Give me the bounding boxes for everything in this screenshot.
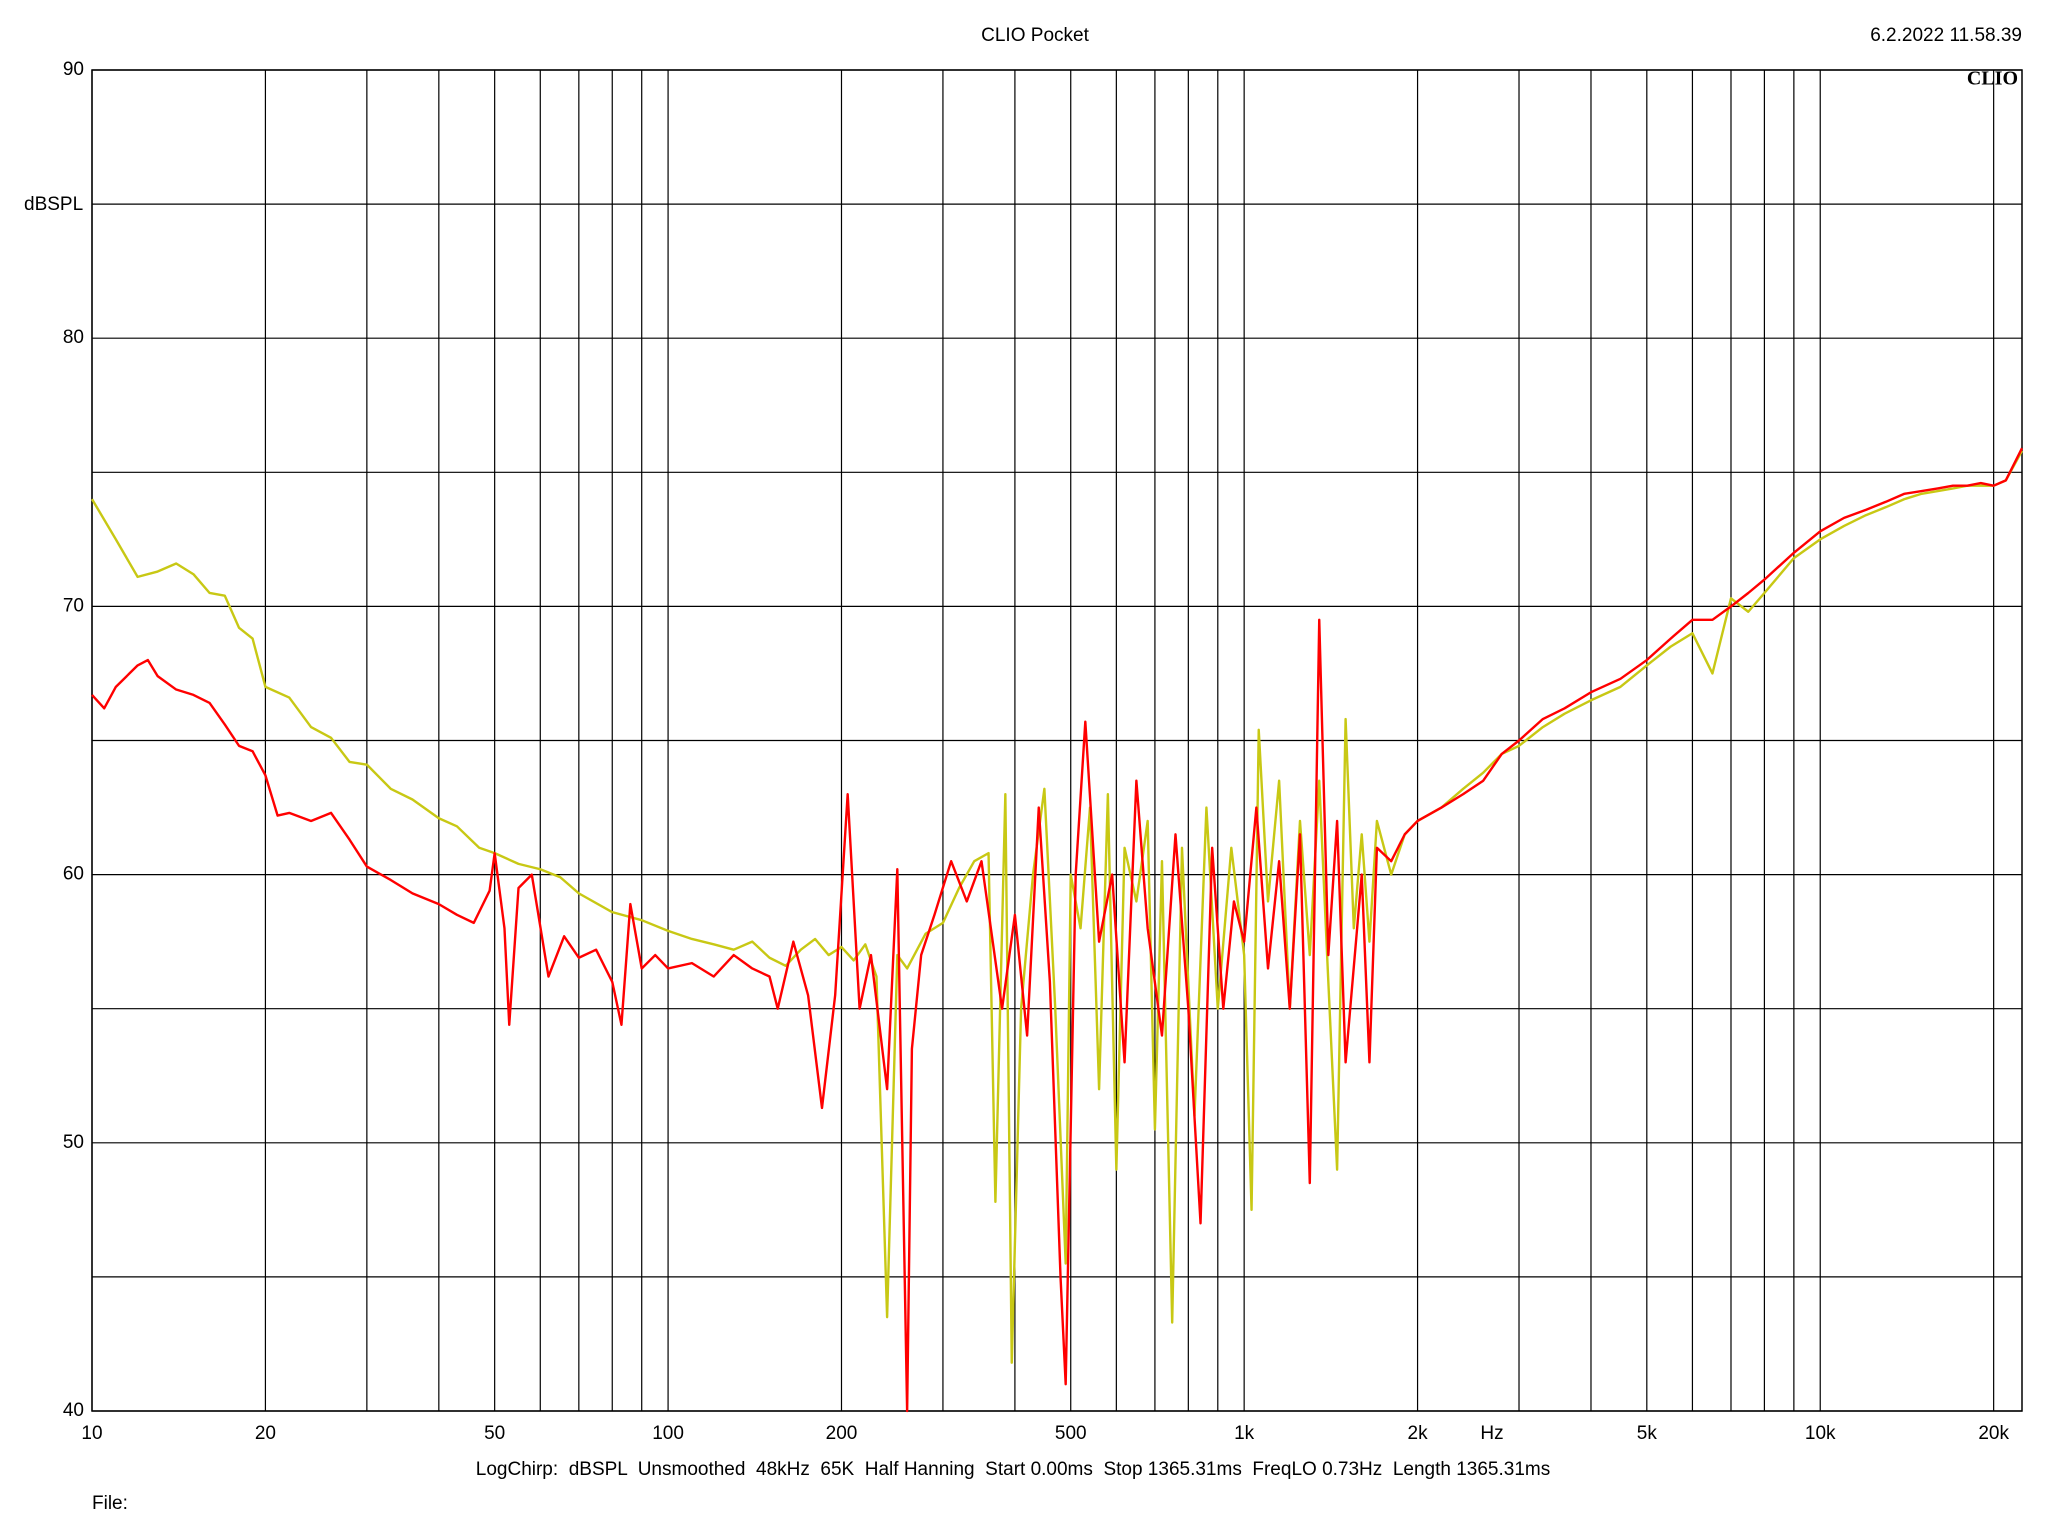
x-tick-label: 20k xyxy=(1978,1423,2009,1444)
footer: LogChirp: dBSPL Unsmoothed 48kHz 65K Hal… xyxy=(476,1459,1550,1480)
y-tick-label: 90 xyxy=(63,59,84,80)
file-label: File: xyxy=(92,1493,128,1514)
series-line xyxy=(90,450,2024,1364)
y-tick-label: 60 xyxy=(63,864,84,885)
x-tick-label: 5k xyxy=(1637,1423,1658,1444)
x-axis-label: Hz xyxy=(1480,1423,1503,1444)
x-tick-label: 500 xyxy=(1055,1423,1087,1444)
y-axis-label: dBSPL xyxy=(24,194,83,215)
x-tick-label: 50 xyxy=(484,1423,505,1444)
x-tick-label: 100 xyxy=(652,1423,684,1444)
x-tick-label: 200 xyxy=(826,1423,858,1444)
series-line xyxy=(91,447,2024,1413)
x-tick-label: 10k xyxy=(1805,1423,1836,1444)
timestamp: 6.2.2022 11.58.39 xyxy=(1870,25,2022,46)
x-tick-label: 2k xyxy=(1408,1423,1429,1444)
y-tick-label: 80 xyxy=(63,327,84,348)
logo: CLIO xyxy=(1967,68,2018,90)
x-tick-label: 1k xyxy=(1234,1423,1255,1444)
y-tick-label: 50 xyxy=(63,1132,84,1153)
y-tick-label: 40 xyxy=(63,1400,84,1421)
y-tick-label: 70 xyxy=(63,595,84,616)
chart-title: CLIO Pocket xyxy=(981,25,1089,46)
x-tick-label: 10 xyxy=(81,1423,102,1444)
x-tick-label: 20 xyxy=(255,1423,276,1444)
